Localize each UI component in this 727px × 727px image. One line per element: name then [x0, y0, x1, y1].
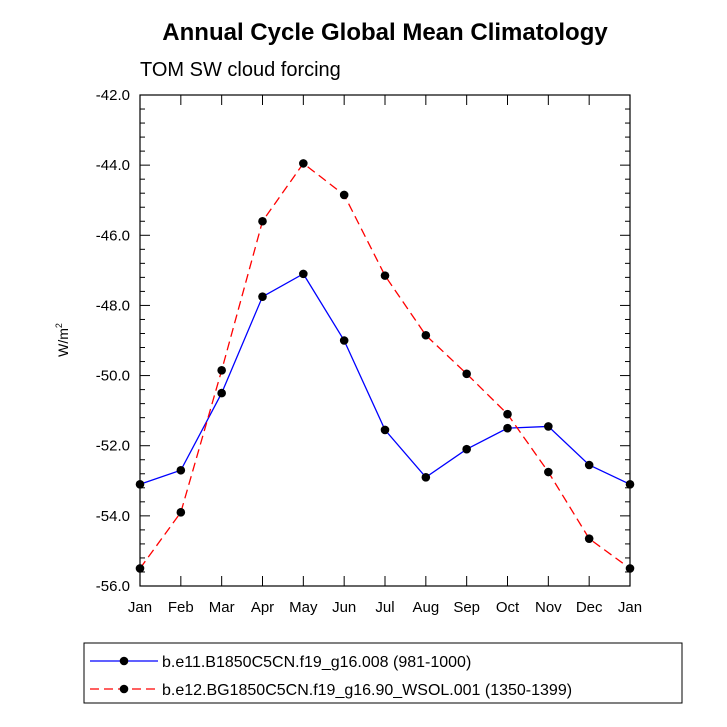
series-1-point: [421, 472, 431, 482]
y-tick-label: -52.0: [96, 438, 130, 455]
axis-ticks: [139, 94, 631, 587]
x-tick-label: Aug: [412, 599, 439, 616]
series-2-point: [299, 159, 308, 168]
series-1-point: [625, 479, 635, 489]
series-1-point: [176, 465, 186, 475]
x-tick-label: Sep: [453, 599, 480, 616]
series-2-point: [544, 467, 553, 477]
series-2-point: [135, 564, 145, 573]
series-1-point: [544, 422, 553, 431]
series-2-point: [462, 369, 471, 379]
series-line-1: [139, 272, 631, 485]
series-1-point: [462, 444, 471, 454]
x-tick-label: Jan: [128, 599, 152, 616]
legend-marker-2: [119, 684, 129, 694]
legend-box: [83, 642, 683, 704]
x-tick-label: May: [289, 599, 318, 616]
series-2-point: [217, 366, 226, 375]
chart-subtitle: TOM SW cloud forcing: [140, 59, 341, 81]
series-2-point: [339, 190, 349, 200]
series-1-point: [503, 423, 512, 433]
x-tick-label: Dec: [576, 599, 603, 616]
x-tick-label: Feb: [168, 599, 194, 616]
series-2-point: [625, 564, 635, 573]
y-tick-label: -42.0: [96, 87, 130, 104]
series-1-point: [258, 292, 267, 301]
x-tick-label: Jul: [375, 599, 394, 616]
svg-text:W/m2: W/m2: [54, 323, 71, 357]
series-2-point: [421, 330, 431, 340]
y-tick-labels: -56.0 -54.0 -52.0 -50.0 -48.0 -46.0 -44.0 -42.0: [96, 87, 130, 595]
series-1-point: [380, 425, 390, 435]
x-tick-label: Nov: [535, 599, 562, 616]
series-1-point: [299, 269, 308, 279]
series-2-point: [380, 271, 390, 280]
y-axis-label-superscript: 2: [54, 323, 64, 328]
x-tick-label: Oct: [496, 599, 520, 616]
y-axis-label-text: W/m: [55, 328, 71, 357]
series-2-point: [584, 534, 594, 543]
x-tick-label: Mar: [209, 599, 235, 616]
series-line-2: [139, 162, 631, 569]
chart-title: Annual Cycle Global Mean Climatology: [162, 19, 608, 46]
legend-label-1: b.e11.B1850C5CN.f19_g16.008 (981-1000): [162, 654, 471, 671]
series-1-point: [135, 479, 145, 489]
y-tick-label: -56.0: [96, 578, 130, 595]
y-tick-label: -54.0: [96, 508, 130, 525]
series-2-point: [176, 508, 186, 517]
y-tick-label: -46.0: [96, 227, 130, 244]
series-2-point: [503, 409, 512, 419]
y-tick-label: -50.0: [96, 368, 130, 385]
x-tick-label: Jun: [332, 599, 356, 616]
series-1-point: [217, 388, 226, 398]
y-tick-label: -48.0: [96, 297, 130, 314]
y-tick-label: -44.0: [96, 157, 130, 174]
plot-frame: [139, 94, 631, 587]
legend-marker-1: [119, 656, 129, 666]
x-tick-labels: Jan Feb Mar Apr May Jun Jul Aug Sep Oct Nov Dec Jan: [128, 599, 642, 616]
series-2-point: [258, 216, 267, 226]
legend-label-2: b.e12.BG1850C5CN.f19_g16.90_WSOL.001 (13…: [162, 682, 572, 699]
x-tick-label: Jan: [618, 599, 642, 616]
series-1-point: [584, 460, 594, 470]
x-tick-label: Apr: [251, 599, 274, 616]
legend: b.e11.B1850C5CN.f19_g16.008 (981-1000) b.…: [90, 654, 572, 699]
series-layer: [135, 159, 635, 573]
y-axis-label: W/m2: [54, 323, 71, 357]
series-1-point: [339, 336, 349, 345]
